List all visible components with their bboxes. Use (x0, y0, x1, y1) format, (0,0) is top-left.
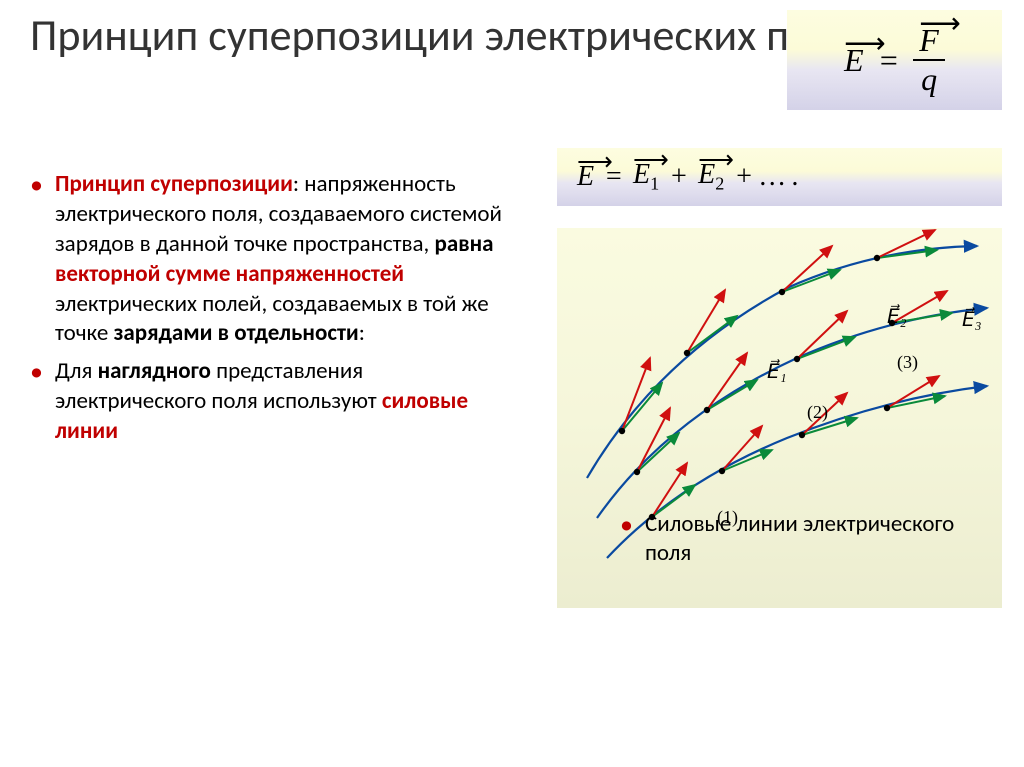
vector-E: ⟶E (844, 42, 864, 79)
bullet-dot: • (30, 170, 43, 349)
caption-text: Силовые линии электрического поля (645, 510, 1000, 568)
text-column: • Принцип суперпозиции: напряженность эл… (30, 170, 505, 455)
vec-E1: ⟶E1 (633, 159, 659, 195)
bullet-2-text: Для наглядного представления электрическ… (55, 357, 505, 447)
svg-text:E⃗₂: E⃗₂ (887, 303, 907, 328)
bullet-dot: • (30, 357, 43, 447)
vector-F: ⟶F (919, 22, 939, 59)
dots: + … . (734, 161, 799, 193)
svg-text:E⃗₁: E⃗₁ (767, 358, 787, 383)
formula-superposition: ⟶E = ⟶E1 + ⟶E2 + … . (557, 148, 1002, 206)
bullet-1: • Принцип суперпозиции: напряженность эл… (30, 170, 505, 349)
svg-text:(3): (3) (897, 352, 918, 373)
svg-text:(2): (2) (807, 402, 828, 423)
fraction: ⟶F q (913, 22, 945, 98)
svg-text:E⃗₃: E⃗₃ (962, 306, 982, 331)
bullet-1-text: Принцип суперпозиции: напряженность элек… (55, 170, 505, 349)
plus: + (669, 161, 688, 193)
denominator-q: q (915, 61, 943, 98)
bullet-2: • Для наглядного представления электриче… (30, 357, 505, 447)
page-title: Принцип суперпозиции электрических полей (30, 10, 880, 61)
vec-E-sum: ⟶E (577, 161, 594, 193)
diagram-caption: • Силовые линии электрического поля (620, 510, 1000, 568)
bullet-dot: • (620, 510, 633, 568)
formula-e-definition: ⟶E = ⟶F q (787, 10, 1002, 110)
vec-E2: ⟶E2 (698, 159, 724, 195)
